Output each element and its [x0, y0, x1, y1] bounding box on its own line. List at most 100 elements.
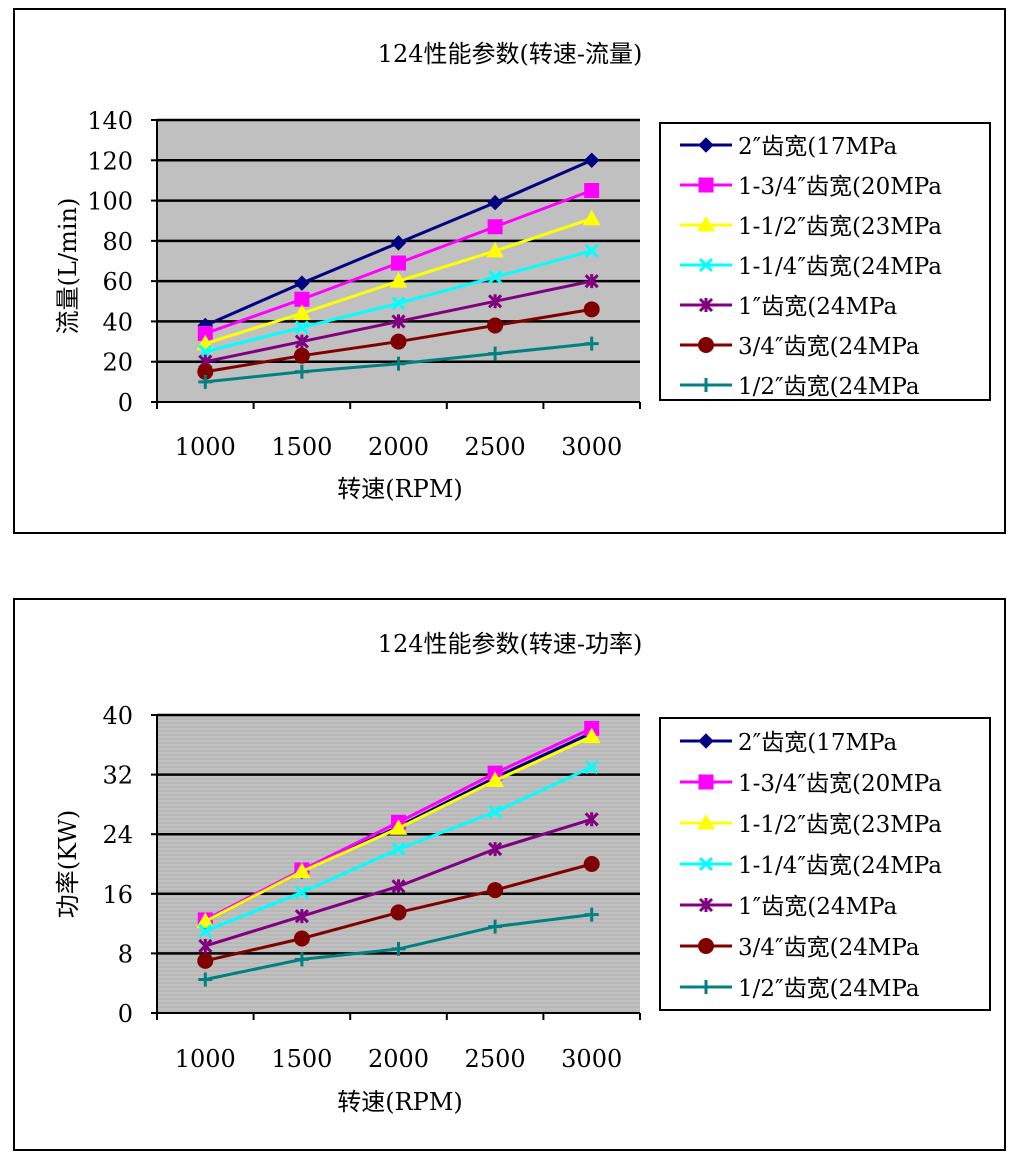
series	[197, 183, 600, 342]
plot-area	[157, 715, 640, 1013]
data-point	[293, 347, 310, 364]
series	[196, 727, 601, 928]
x-tick-label: 2000	[368, 1045, 429, 1073]
data-point	[584, 760, 599, 775]
data-point	[294, 275, 310, 291]
x-axis: 1000 1500 2000 2500 3000	[156, 401, 641, 461]
legend-entry: 1/2″齿宽(24MPa	[680, 976, 920, 1002]
legend-entry: 3/4″齿宽(24MPa	[680, 334, 920, 360]
legend-marker	[697, 813, 715, 830]
data-point	[389, 819, 408, 835]
legend-entry: 2″齿宽(17MPa	[680, 134, 897, 160]
x-axis: 1000 1500 2000 2500 3000	[156, 1012, 641, 1073]
data-point	[293, 862, 311, 878]
legend-marker	[698, 337, 714, 353]
legend-entry: 2″齿宽(17MPa	[680, 730, 897, 756]
data-point	[584, 812, 599, 827]
y-tick-label: 16	[102, 881, 133, 909]
series	[198, 336, 599, 389]
legend-marker	[698, 774, 714, 790]
data-point	[294, 909, 309, 924]
data-point	[584, 907, 599, 922]
legend-label: 1/2″齿宽(24MPa	[738, 976, 920, 1002]
power-chart: 124性能参数(转速-功率) 0 8 16 24 32 40 1000 1500 2000 25…	[13, 598, 1006, 1151]
data-point	[488, 919, 503, 934]
data-point	[582, 727, 601, 744]
y-tick-label: 60	[102, 268, 133, 296]
data-point	[391, 941, 406, 956]
legend-entry: 1-1/2″齿宽(23MPa	[680, 812, 942, 838]
data-point	[487, 194, 503, 211]
series	[197, 856, 600, 969]
data-point	[584, 243, 599, 258]
y-axis: 0 8 16 24 32 40	[102, 702, 158, 1028]
legend-label: 2″齿宽(17MPa	[738, 134, 897, 160]
data-point	[487, 219, 503, 235]
data-point	[198, 938, 213, 954]
data-point	[294, 952, 309, 967]
data-point	[584, 274, 599, 289]
data-point	[583, 856, 600, 872]
data-point	[488, 346, 503, 361]
chart-title: 124性能参数(转速-流量)	[378, 40, 643, 68]
data-point	[488, 804, 503, 819]
legend-label: 3/4″齿宽(24MPa	[738, 334, 920, 360]
y-tick-label: 0	[118, 1000, 133, 1028]
legend-label: 1-3/4″齿宽(20MPa	[738, 174, 942, 200]
y-tick-label: 32	[102, 762, 133, 790]
legend	[659, 122, 991, 401]
data-point	[198, 374, 213, 389]
data-point	[197, 952, 214, 969]
data-point	[391, 296, 406, 311]
legend-marker	[697, 215, 715, 232]
data-point	[582, 209, 601, 226]
y-axis-label: 流量(L/min)	[54, 198, 82, 335]
legend-label: 1-1/2″齿宽(23MPa	[738, 214, 942, 240]
legend-label: 1″齿宽(24MPa	[738, 294, 897, 320]
data-point	[390, 235, 407, 251]
x-axis-label: 转速(RPM)	[337, 1088, 463, 1116]
y-tick-label: 40	[102, 308, 133, 336]
series	[197, 301, 600, 380]
data-point	[487, 882, 504, 899]
gridlines	[157, 713, 640, 1012]
legend-label: 2″齿宽(17MPa	[738, 730, 897, 756]
legend-entry: 1-1/4″齿宽(24MPa	[680, 853, 942, 879]
series-layer	[196, 152, 601, 389]
data-point	[196, 912, 215, 928]
data-point	[488, 270, 503, 285]
data-point	[293, 930, 310, 947]
legend-marker	[698, 137, 714, 153]
legend-entry: 1-3/4″齿宽(20MPa	[680, 771, 942, 797]
data-point	[391, 255, 406, 271]
x-tick-label: 1000	[175, 1045, 236, 1073]
data-point	[391, 356, 406, 371]
legend-marker	[698, 297, 714, 313]
series-layer	[196, 720, 601, 987]
data-point	[584, 336, 599, 351]
data-point	[294, 885, 309, 900]
y-tick-label: 0	[118, 389, 133, 417]
legend-marker	[698, 938, 714, 954]
x-tick-label: 2500	[465, 433, 526, 461]
data-point	[487, 317, 504, 334]
data-point	[198, 923, 213, 939]
data-point	[389, 272, 408, 288]
legend-label: 1-1/2″齿宽(23MPa	[738, 812, 942, 838]
data-point	[584, 183, 600, 198]
legend-entry: 1/2″齿宽(24MPa	[680, 374, 920, 400]
x-tick-label: 1500	[271, 433, 332, 461]
y-tick-label: 140	[87, 107, 133, 135]
legend-entry: 1-1/4″齿宽(24MPa	[680, 254, 942, 280]
legend-entry: 1″齿宽(24MPa	[680, 894, 897, 920]
series	[198, 812, 599, 954]
legend-label: 1″齿宽(24MPa	[738, 894, 897, 920]
flow-chart: 124性能参数(转速-流量) 0 20 40 60 80 100 120 140 1000 15…	[13, 8, 1006, 534]
data-point	[293, 304, 311, 320]
legend-entry: 1-3/4″齿宽(20MPa	[680, 174, 942, 200]
x-tick-label: 3000	[561, 1045, 622, 1073]
legend-marker	[698, 733, 714, 749]
data-point	[294, 334, 309, 349]
legend-marker	[698, 257, 714, 273]
series	[198, 760, 599, 939]
